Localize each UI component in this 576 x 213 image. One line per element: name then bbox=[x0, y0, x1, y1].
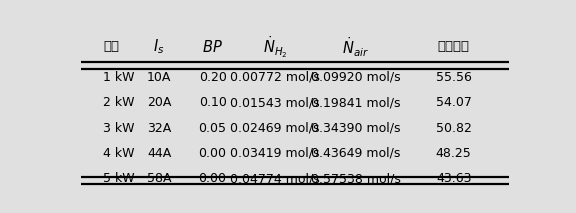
Text: 0.10: 0.10 bbox=[199, 96, 226, 109]
Text: 44A: 44A bbox=[147, 147, 171, 160]
Text: 0.02469 mol/s: 0.02469 mol/s bbox=[230, 122, 320, 135]
Text: 54.07: 54.07 bbox=[435, 96, 472, 109]
Text: $\dot{N}_{air}$: $\dot{N}_{air}$ bbox=[342, 35, 369, 59]
Text: 0.19841 mol/s: 0.19841 mol/s bbox=[310, 96, 400, 109]
Text: 0.20: 0.20 bbox=[199, 71, 226, 84]
Text: 10A: 10A bbox=[147, 71, 171, 84]
Text: 0.00772 mol/s: 0.00772 mol/s bbox=[230, 71, 320, 84]
Text: 0.34390 mol/s: 0.34390 mol/s bbox=[310, 122, 400, 135]
Text: $\mathit{BP}$: $\mathit{BP}$ bbox=[202, 39, 223, 55]
Text: 32A: 32A bbox=[147, 122, 171, 135]
Text: 系统效率: 系统效率 bbox=[438, 40, 469, 53]
Text: 功率: 功率 bbox=[103, 40, 119, 53]
Text: 0.00: 0.00 bbox=[199, 172, 226, 185]
Text: 55.56: 55.56 bbox=[435, 71, 472, 84]
Text: 58A: 58A bbox=[147, 172, 171, 185]
Text: 2 kW: 2 kW bbox=[103, 96, 135, 109]
Text: 20A: 20A bbox=[147, 96, 171, 109]
Text: 0.09920 mol/s: 0.09920 mol/s bbox=[310, 71, 400, 84]
Text: $\dot{N}_{H_2}$: $\dot{N}_{H_2}$ bbox=[263, 34, 287, 60]
Text: 48.25: 48.25 bbox=[436, 147, 472, 160]
Text: 5 kW: 5 kW bbox=[103, 172, 135, 185]
Text: 50.82: 50.82 bbox=[435, 122, 472, 135]
Text: 0.05: 0.05 bbox=[199, 122, 226, 135]
Text: 0.43649 mol/s: 0.43649 mol/s bbox=[311, 147, 400, 160]
Text: 0.04774 mol/s: 0.04774 mol/s bbox=[230, 172, 320, 185]
Text: 4 kW: 4 kW bbox=[103, 147, 135, 160]
Text: 0.03419 mol/s: 0.03419 mol/s bbox=[230, 147, 320, 160]
Text: 1 kW: 1 kW bbox=[103, 71, 135, 84]
Text: 3 kW: 3 kW bbox=[103, 122, 135, 135]
Text: 0.00: 0.00 bbox=[199, 147, 226, 160]
Text: 0.01543 mol/s: 0.01543 mol/s bbox=[230, 96, 320, 109]
Text: 43.63: 43.63 bbox=[436, 172, 471, 185]
Text: 0.57538 mol/s: 0.57538 mol/s bbox=[310, 172, 400, 185]
Text: $\mathit{I}_s$: $\mathit{I}_s$ bbox=[153, 37, 165, 56]
